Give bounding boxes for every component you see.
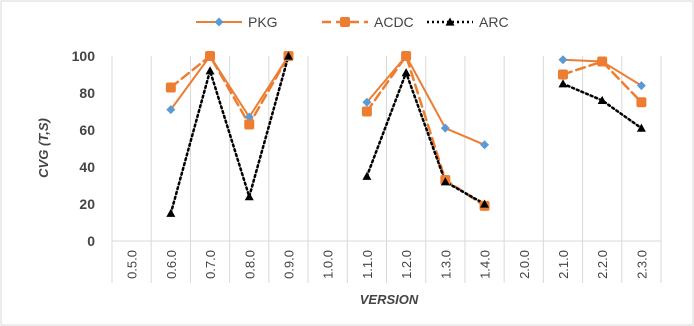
y-tick-label: 40 bbox=[79, 159, 95, 175]
x-tick-label: 2.0.0 bbox=[517, 250, 532, 279]
x-tick-label: 1.2.0 bbox=[399, 250, 414, 279]
x-tick-label: 0.7.0 bbox=[203, 250, 218, 279]
x-axis-tick-labels: 0.5.0 0.6.0 0.7.0 0.8.0 0.9.0 1.0.0 1.1.0 1.2.0… bbox=[125, 250, 650, 279]
y-axis-tick-labels: 0 20 40 60 80 100 bbox=[72, 48, 96, 249]
data-point-acdc bbox=[401, 51, 412, 61]
data-point-arc bbox=[244, 192, 254, 201]
series-line-acdc bbox=[169, 54, 290, 126]
x-tick-label: 0.5.0 bbox=[125, 250, 140, 279]
series-markers bbox=[165, 51, 647, 217]
x-tick-label: 2.2.0 bbox=[595, 250, 610, 279]
legend-marker bbox=[340, 17, 350, 27]
x-tick-label: 0.9.0 bbox=[281, 250, 296, 279]
data-point-acdc bbox=[557, 69, 568, 80]
data-point-arc bbox=[362, 171, 372, 180]
x-axis-title: VERSION bbox=[360, 292, 419, 307]
data-point-arc bbox=[558, 79, 568, 88]
x-tick-label: 2.1.0 bbox=[556, 250, 571, 279]
series-line-arc bbox=[169, 54, 290, 215]
y-axis-title: CVG (T,S) bbox=[36, 118, 51, 178]
series-line-pkg bbox=[169, 55, 290, 119]
data-point-pkg bbox=[480, 140, 490, 150]
data-point-acdc bbox=[165, 82, 176, 93]
data-point-arc bbox=[440, 177, 450, 186]
series-line-arc bbox=[365, 71, 486, 206]
data-point-arc bbox=[480, 199, 490, 208]
legend: PKG ACDC ARC bbox=[196, 14, 509, 30]
series-line-pkg bbox=[365, 55, 486, 146]
data-point-arc bbox=[401, 68, 411, 77]
data-point-arc bbox=[205, 66, 215, 75]
data-point-pkg bbox=[636, 81, 646, 91]
data-point-acdc bbox=[205, 51, 216, 61]
y-tick-label: 100 bbox=[72, 48, 96, 64]
y-tick-label: 0 bbox=[87, 233, 95, 249]
data-point-acdc bbox=[361, 106, 372, 117]
data-point-pkg bbox=[440, 123, 450, 133]
x-tick-label: 1.1.0 bbox=[360, 250, 375, 279]
series-line-acdc bbox=[365, 54, 486, 208]
data-point-arc bbox=[283, 51, 293, 60]
y-tick-label: 20 bbox=[79, 196, 95, 212]
data-point-pkg bbox=[362, 97, 372, 107]
legend-marker bbox=[214, 17, 224, 27]
legend-label-pkg: PKG bbox=[248, 14, 278, 30]
x-tick-label: 0.8.0 bbox=[242, 250, 257, 279]
x-tick-label: 1.4.0 bbox=[478, 250, 493, 279]
x-tick-label: 1.0.0 bbox=[321, 250, 336, 279]
data-point-pkg bbox=[166, 105, 176, 115]
data-point-arc bbox=[166, 208, 176, 217]
x-tick-label: 1.3.0 bbox=[438, 250, 453, 279]
x-tick-label: 2.3.0 bbox=[634, 250, 649, 279]
data-point-pkg bbox=[558, 55, 568, 65]
data-point-acdc bbox=[636, 97, 647, 108]
x-tick-label: 0.6.0 bbox=[164, 250, 179, 279]
legend-label-acdc: ACDC bbox=[374, 14, 414, 30]
data-point-pkg bbox=[244, 112, 254, 122]
legend-label-arc: ARC bbox=[479, 14, 509, 30]
data-point-acdc bbox=[597, 56, 608, 67]
legend-marker bbox=[445, 17, 455, 26]
y-tick-label: 80 bbox=[79, 85, 95, 101]
data-point-arc bbox=[597, 95, 607, 104]
y-tick-label: 60 bbox=[79, 122, 95, 138]
data-point-arc bbox=[636, 123, 646, 132]
data-point-acdc bbox=[244, 119, 255, 130]
